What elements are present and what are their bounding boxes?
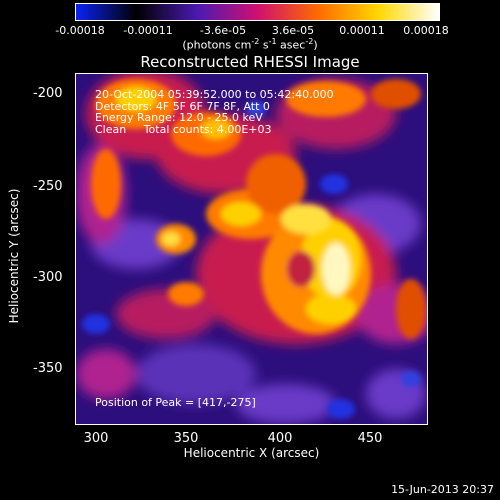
flare-image <box>76 74 427 424</box>
y-tick-label: -300 <box>33 270 63 285</box>
observation-info: 20-Oct-2004 05:39:52.000 to 05:42:40.000… <box>95 89 334 135</box>
x-tick-label: 300 <box>83 431 109 446</box>
timestamp: 15-Jun-2013 20:37 <box>391 483 494 496</box>
clean-info: Clean Total counts: 4.00E+03 <box>95 122 272 136</box>
colorbar-tick: 0.00011 <box>339 24 385 37</box>
y-tick-label: -200 <box>33 86 63 101</box>
time-range: 20-Oct-2004 05:39:52.000 to 05:42:40.000 <box>95 88 334 101</box>
x-tick-label: 350 <box>173 431 199 446</box>
detectors-info: Detectors: 4F 5F 6F 7F 8F, Att 0 <box>95 99 270 113</box>
y-axis-label: Heliocentric Y (arcsec) <box>7 188 21 324</box>
colorbar-tick: 3.6e-05 <box>271 24 315 37</box>
colorbar-tick: -3.6e-05 <box>199 24 247 37</box>
y-tick-label: -250 <box>33 179 63 194</box>
colorbar-tick: 0.00018 <box>403 24 449 37</box>
y-tick-label: -350 <box>33 361 63 376</box>
colorbar-tick: -0.00018 <box>55 24 105 37</box>
x-tick-label: 450 <box>357 431 383 446</box>
colorbar-tick-labels: -0.00018 -0.00011 -3.6e-05 3.6e-05 0.000… <box>0 24 500 38</box>
x-axis-label: Heliocentric X (arcsec) <box>183 446 320 460</box>
x-tick-label: 400 <box>267 431 293 446</box>
colorbar <box>75 3 440 21</box>
colorbar-units: (photons cm-2 s-1 asec-2) <box>182 37 318 52</box>
image-title: Reconstructed RHESSI Image <box>140 53 360 71</box>
solar-image-plot <box>75 73 428 425</box>
energy-range: Energy Range: 12.0 - 25.0 keV <box>95 111 263 124</box>
colorbar-tick: -0.00011 <box>123 24 173 37</box>
peak-position: Position of Peak = [417,-275] <box>95 396 256 409</box>
